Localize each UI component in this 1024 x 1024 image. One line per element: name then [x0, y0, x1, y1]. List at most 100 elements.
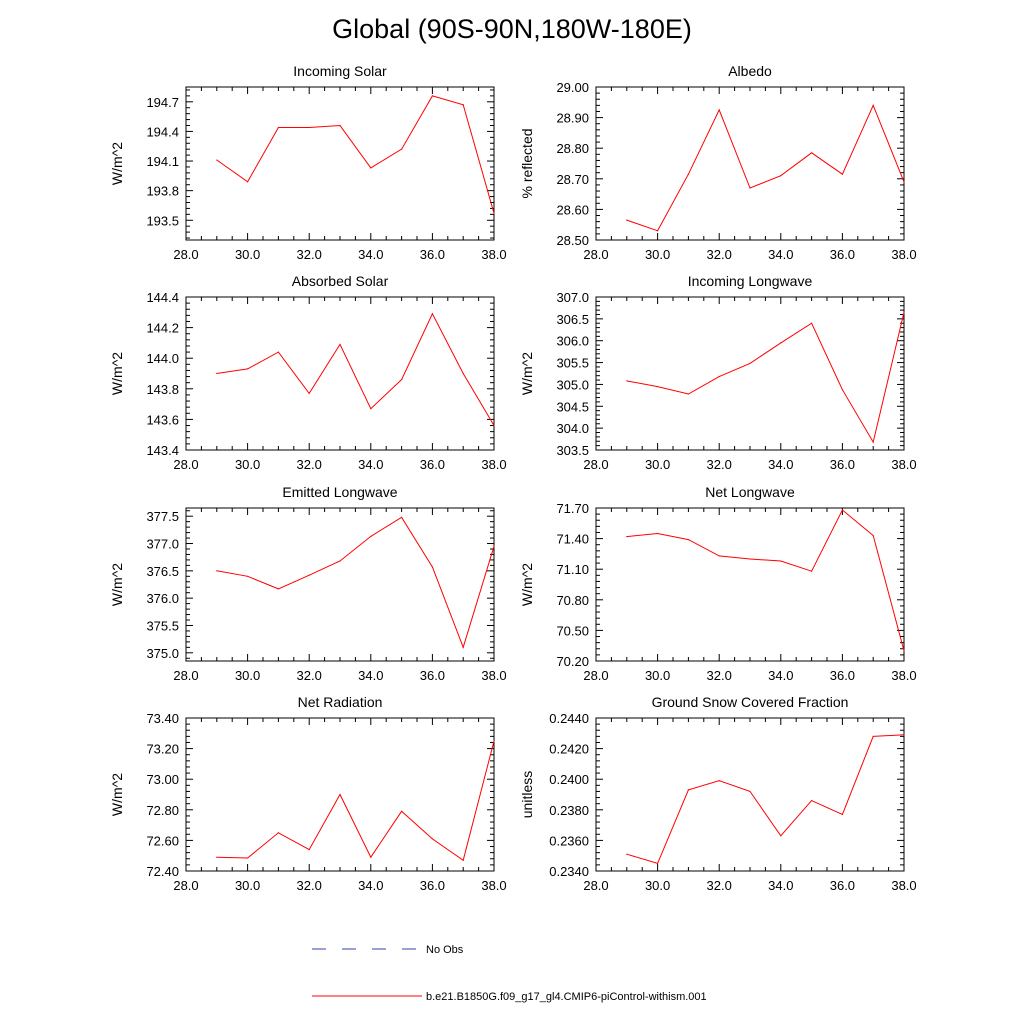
- y-tick-label: 28.90: [556, 111, 589, 126]
- data-point: [687, 173, 690, 175]
- data-point: [811, 800, 813, 802]
- y-tick-label: 143.8: [146, 382, 179, 397]
- x-tick-label: 36.0: [830, 668, 855, 683]
- x-tick-label: 28.0: [583, 457, 608, 472]
- x-tick-label: 38.0: [481, 457, 506, 472]
- panel-4: Incoming Longwave W/m^2 28.0 30.0 32.0 34.0 36…: [519, 273, 917, 472]
- x-tick-label: 38.0: [481, 668, 506, 683]
- y-tick-label: 73.20: [146, 742, 179, 757]
- x-tick-label: 36.0: [420, 878, 445, 893]
- x-tick-label: 38.0: [481, 878, 506, 893]
- data-point: [308, 574, 310, 576]
- data-point: [749, 558, 751, 560]
- panel-title: Albedo: [728, 63, 772, 79]
- y-tick-label: 0.2380: [549, 803, 589, 818]
- x-tick-label: 36.0: [420, 668, 445, 683]
- x-tick-label: 30.0: [235, 668, 260, 683]
- data-point: [872, 104, 874, 106]
- data-point: [780, 342, 782, 344]
- data-point: [718, 555, 720, 557]
- data-point: [247, 575, 249, 577]
- data-point: [841, 813, 844, 815]
- data-point: [872, 441, 874, 443]
- series-line: [216, 516, 495, 649]
- panel-title: Net Radiation: [298, 694, 383, 710]
- y-tick-label: 70.50: [556, 623, 589, 638]
- data-point: [216, 856, 218, 858]
- y-tick-label: 0.2400: [549, 772, 589, 787]
- x-tick-label: 38.0: [891, 878, 916, 893]
- x-tick-label: 30.0: [235, 247, 260, 262]
- data-point: [811, 570, 813, 572]
- data-point: [462, 859, 464, 861]
- x-tick-label: 36.0: [420, 457, 445, 472]
- data-point: [370, 856, 372, 858]
- panel-5: Emitted Longwave W/m^2 28.0 30.0 32.0 34.0 36.…: [109, 484, 507, 683]
- y-axis-label: % reflected: [519, 128, 535, 198]
- data-point: [401, 810, 403, 812]
- data-point: [718, 109, 720, 111]
- series-line: [216, 95, 495, 214]
- panel-title: Net Longwave: [705, 484, 795, 500]
- legend-obs-label: No Obs: [426, 944, 464, 956]
- plot-frame: [595, 507, 905, 662]
- data-point: [308, 392, 310, 394]
- y-tick-label: 194.4: [146, 124, 179, 139]
- y-tick-label: 306.5: [556, 312, 589, 327]
- data-point: [749, 362, 751, 365]
- y-tick-label: 72.80: [146, 803, 179, 818]
- y-tick-label: 28.60: [556, 202, 589, 217]
- data-point: [749, 790, 751, 793]
- x-tick-label: 36.0: [830, 878, 855, 893]
- panel-title: Incoming Solar: [293, 63, 387, 79]
- y-tick-label: 304.0: [556, 421, 589, 436]
- y-tick-label: 194.1: [146, 154, 179, 169]
- data-point: [657, 386, 659, 388]
- data-point: [247, 368, 249, 370]
- y-tick-label: 72.40: [146, 864, 179, 879]
- x-tick-label: 28.0: [583, 878, 608, 893]
- y-tick-label: 0.2420: [549, 742, 589, 757]
- y-tick-label: 376.5: [146, 564, 179, 579]
- data-point: [493, 424, 495, 427]
- data-point: [626, 380, 628, 382]
- y-tick-label: 71.40: [556, 532, 589, 547]
- data-point: [811, 152, 813, 154]
- data-point: [841, 173, 844, 175]
- y-tick-label: 305.0: [556, 377, 589, 392]
- legend-model-label: b.e21.B1850G.f09_g17_gl4.CMIP6-piControl…: [426, 991, 707, 1003]
- x-tick-label: 38.0: [891, 457, 916, 472]
- x-tick-label: 30.0: [235, 457, 260, 472]
- panel-7: Net Radiation W/m^2 28.0 30.0 32.0 34.0 36.0 38…: [109, 694, 507, 893]
- y-tick-label: 28.80: [556, 141, 589, 156]
- data-point: [626, 853, 628, 855]
- data-point: [216, 372, 218, 375]
- y-tick-label: 377.5: [146, 509, 179, 524]
- data-point: [872, 534, 874, 537]
- data-point: [687, 789, 690, 791]
- series-line: [216, 740, 495, 862]
- data-point: [339, 560, 341, 562]
- y-tick-label: 305.5: [556, 356, 589, 371]
- panel-6: Net Longwave W/m^2 28.0 30.0 32.0 34.0 36.0 38.…: [519, 484, 917, 683]
- data-point: [401, 148, 403, 150]
- data-point: [718, 780, 720, 782]
- y-axis-label: W/m^2: [109, 563, 125, 606]
- data-point: [247, 181, 249, 183]
- data-point: [277, 588, 279, 590]
- plot-frame: [185, 296, 495, 451]
- y-tick-label: 72.60: [146, 833, 179, 848]
- x-tick-label: 34.0: [768, 668, 793, 683]
- data-point: [493, 545, 495, 547]
- y-tick-label: 144.4: [146, 290, 179, 305]
- x-tick-label: 34.0: [768, 457, 793, 472]
- panel-8: Ground Snow Covered Fraction unitless 28.0…: [519, 694, 917, 893]
- data-point: [903, 181, 905, 183]
- data-point: [626, 219, 628, 221]
- data-point: [687, 539, 690, 541]
- plot-frame: [595, 296, 905, 451]
- data-point: [780, 175, 782, 177]
- data-point: [370, 408, 372, 410]
- y-tick-label: 0.2340: [549, 864, 589, 879]
